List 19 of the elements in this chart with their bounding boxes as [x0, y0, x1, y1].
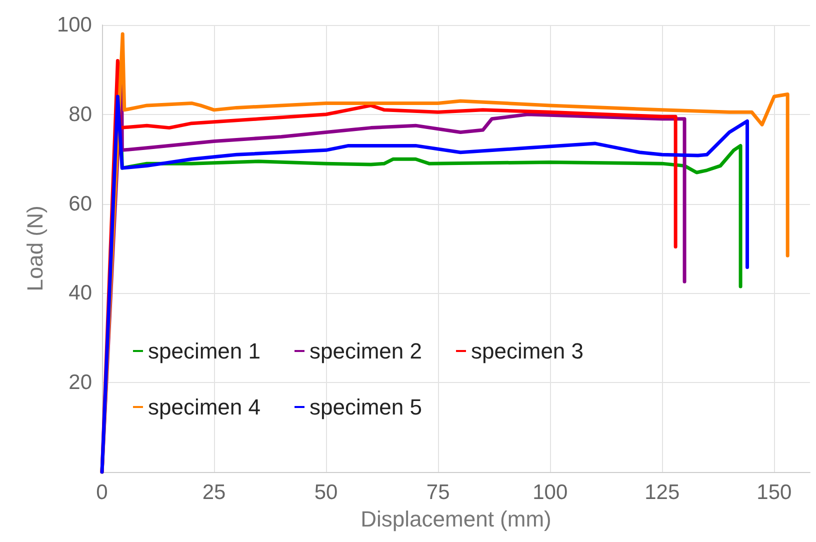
y-tick-label: 80 [68, 102, 92, 126]
x-tick-label: 50 [314, 481, 338, 504]
x-axis-title: Displacement (mm) [360, 506, 552, 532]
x-tick-label: 150 [756, 481, 792, 504]
legend-label: specimen 1 [148, 338, 261, 364]
y-tick-label: 40 [68, 282, 92, 305]
legend-label: specimen 5 [310, 394, 422, 420]
y-tick-label: 100 [56, 14, 92, 36]
y-axis-title: Load (N) [22, 206, 48, 292]
x-tick-label: 100 [532, 481, 568, 504]
y-tick-label: 20 [68, 371, 92, 394]
x-tick-label: 125 [644, 481, 680, 504]
legend-label: specimen 3 [471, 338, 584, 364]
x-tick-label: 75 [426, 481, 450, 504]
y-tick-label: 60 [68, 192, 92, 216]
legend-label: specimen 2 [310, 338, 422, 364]
x-tick-label: 0 [96, 481, 108, 504]
legend-label: specimen 4 [148, 394, 261, 420]
x-tick-label: 25 [202, 481, 226, 504]
